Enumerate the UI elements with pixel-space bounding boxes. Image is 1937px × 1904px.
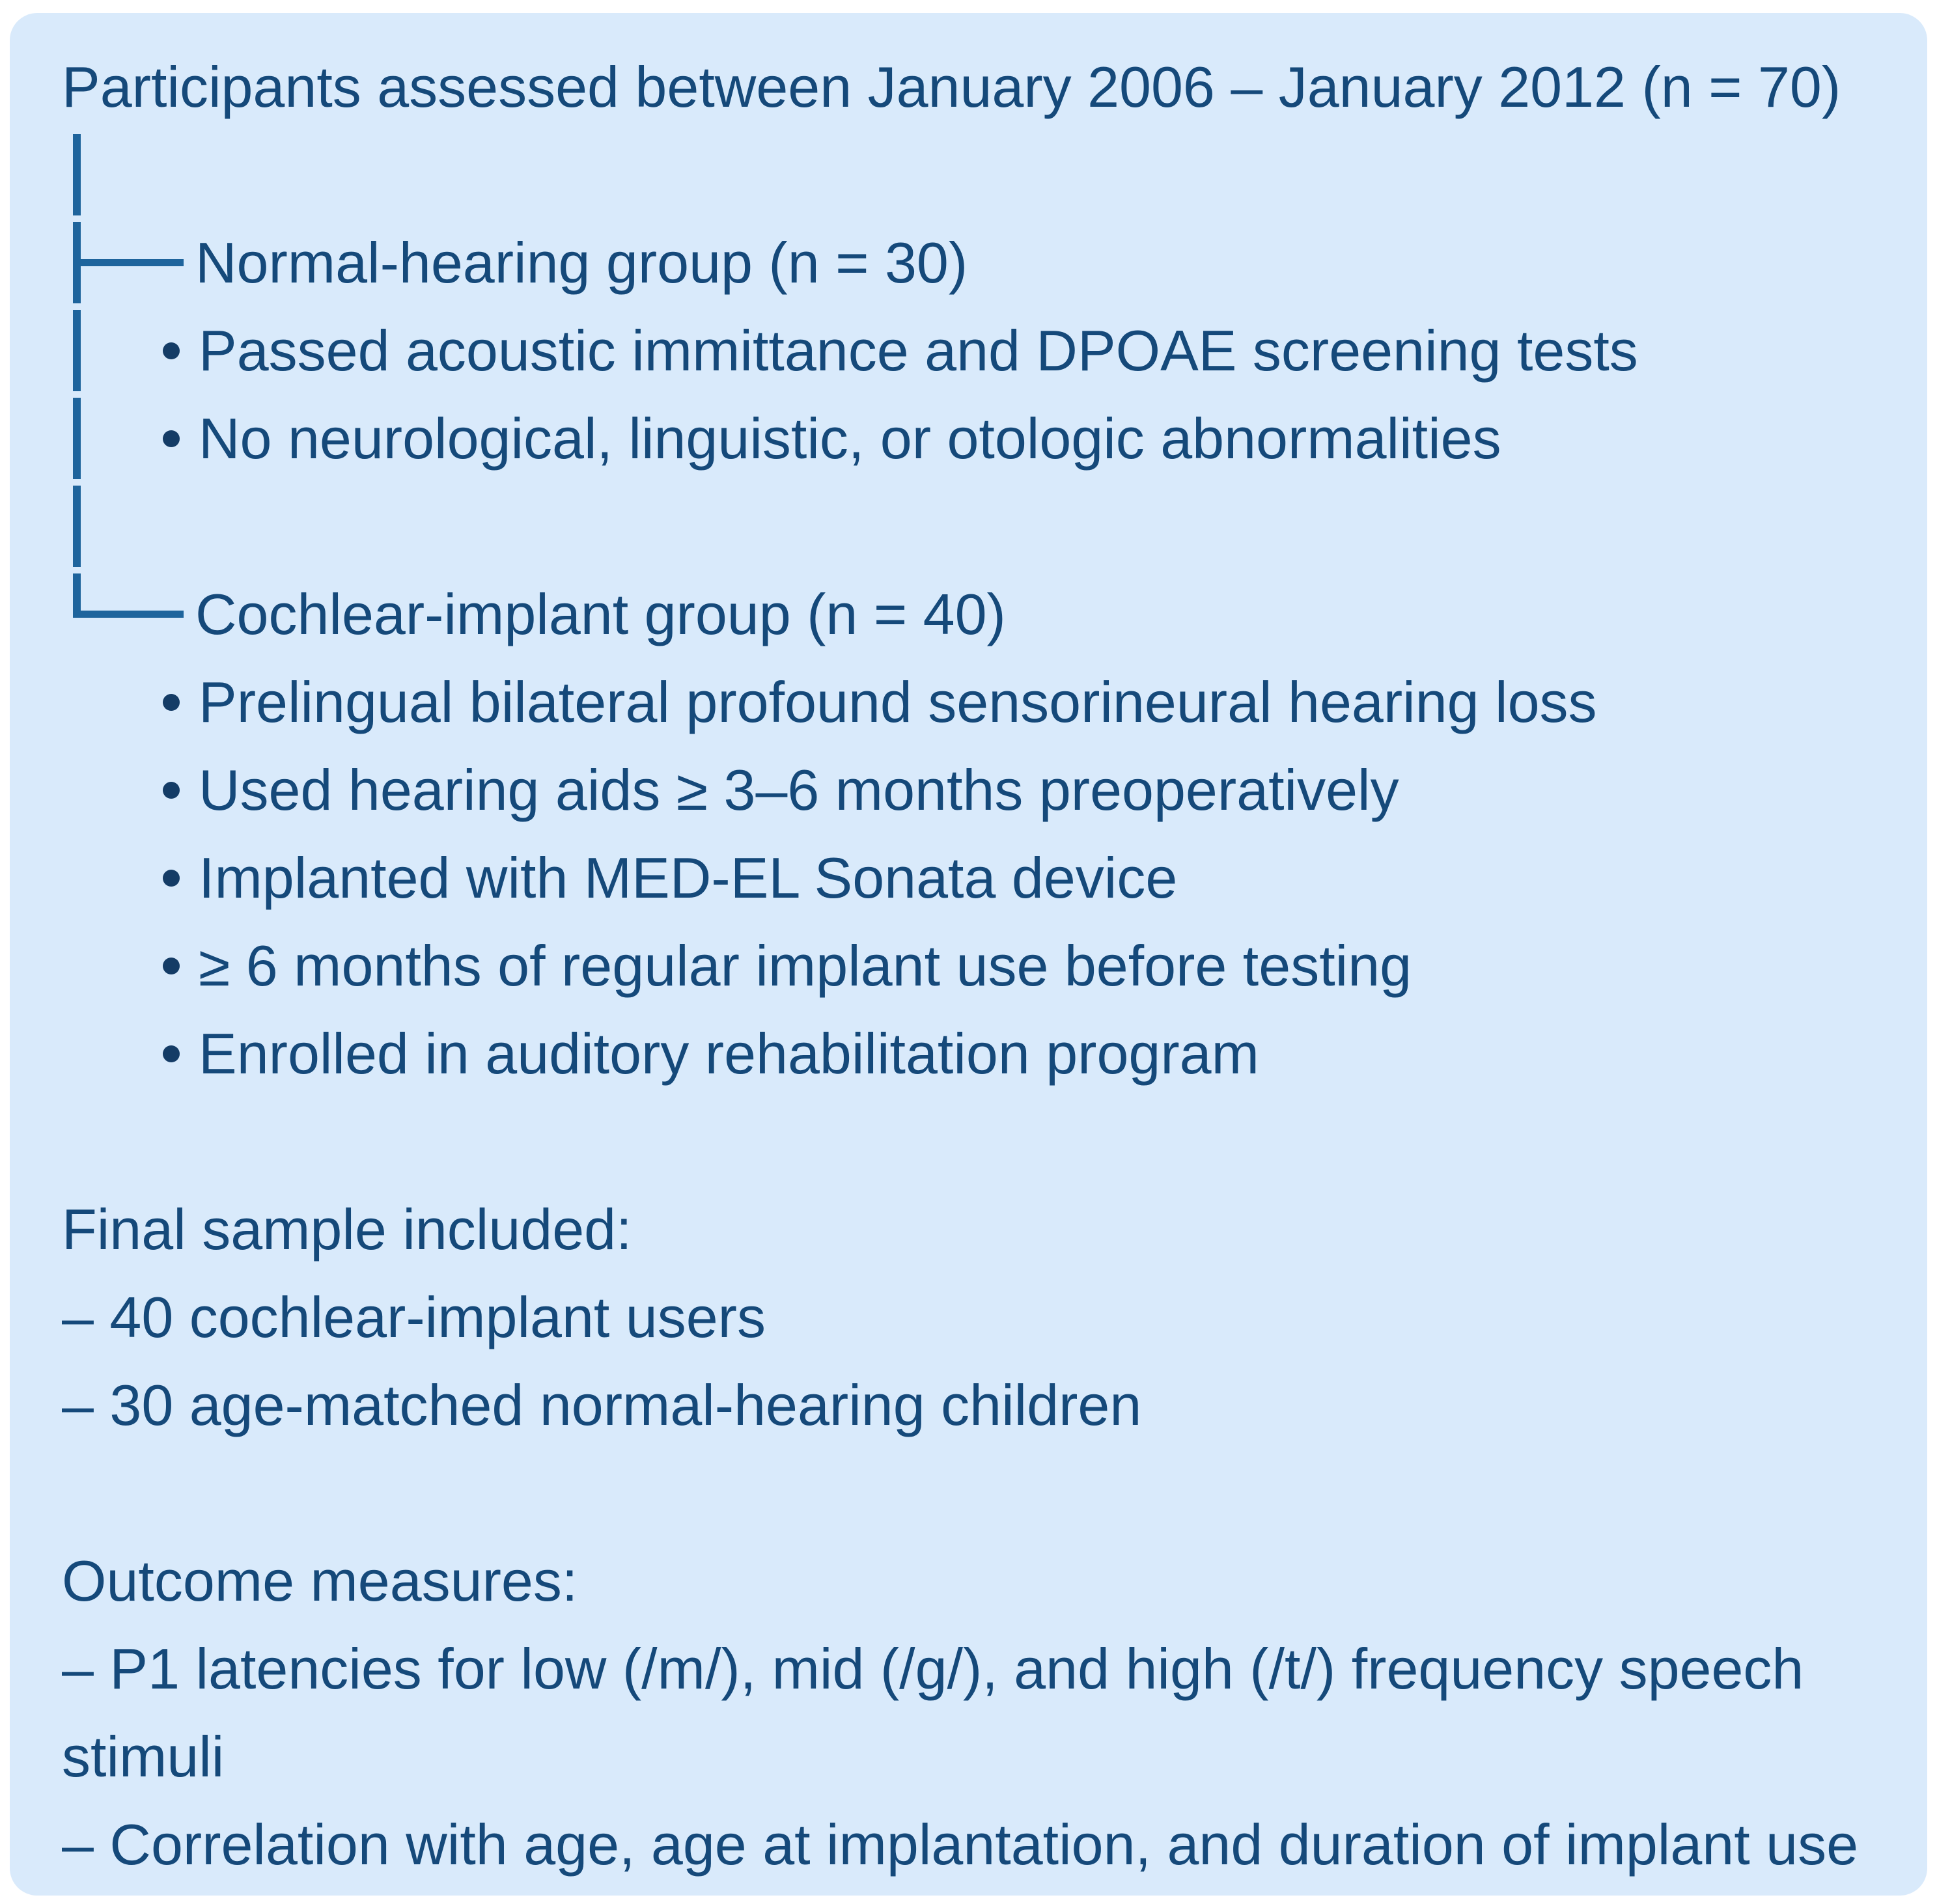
outcome-measure-item: – P1 latencies for low (/m/), mid (/g/),… [62, 1636, 1804, 1789]
bullet-icon [163, 342, 180, 359]
tree-trunk-line [73, 134, 81, 215]
criterion-text: ≥ 6 months of regular implant use before… [199, 933, 1412, 998]
criterion-row: Enrolled in auditory rehabilitation prog… [10, 1010, 1927, 1097]
outcome-measures-heading: Outcome measures: [62, 1549, 578, 1613]
bullet-icon [163, 693, 180, 711]
flow-content: Participants assessed between January 20… [10, 43, 1927, 1888]
flow-title: Participants assessed between January 20… [62, 55, 1841, 119]
criterion-row: Implanted with MED-EL Sonata device [10, 834, 1927, 922]
criterion-text: Enrolled in auditory rehabilitation prog… [199, 1021, 1259, 1086]
final-sample-heading: Final sample included: [62, 1197, 632, 1262]
criterion-row: Prelingual bilateral profound sensorineu… [10, 658, 1927, 746]
final-sample-item: – 40 cochlear-implant users [62, 1285, 766, 1349]
criterion-row: Passed acoustic immittance and DPOAE scr… [10, 307, 1927, 394]
criterion-text: Implanted with MED-EL Sonata device [199, 846, 1178, 910]
tree-trunk-line [73, 398, 81, 479]
bullet-icon [163, 957, 180, 974]
criterion-text: No neurological, linguistic, or otologic… [199, 406, 1501, 471]
tree-elbow-vertical-line [73, 573, 81, 618]
tree-trunk-spacer [10, 131, 1927, 219]
tree-trunk-line [73, 310, 81, 391]
outcome-measure-item: – Correlation with age, age at implantat… [62, 1812, 1859, 1877]
criterion-row: No neurological, linguistic, or otologic… [10, 394, 1927, 482]
section-spacer [10, 1097, 1927, 1185]
group-label-cochlear-implant: Cochlear-implant group (n = 40) [195, 582, 1006, 646]
criterion-text: Prelingual bilateral profound sensorineu… [199, 670, 1597, 734]
criterion-row: ≥ 6 months of regular implant use before… [10, 922, 1927, 1010]
tree-branch-line [73, 259, 184, 266]
criterion-row: Used hearing aids ≥ 3–6 months preoperat… [10, 746, 1927, 834]
criterion-text: Passed acoustic immittance and DPOAE scr… [199, 318, 1638, 383]
group-label-normal-hearing: Normal-hearing group (n = 30) [195, 230, 968, 295]
criterion-text: Used hearing aids ≥ 3–6 months preoperat… [199, 758, 1399, 822]
final-sample-item: – 30 age-matched normal-hearing children [62, 1373, 1142, 1437]
tree-trunk-spacer [10, 482, 1927, 570]
bullet-icon [163, 1045, 180, 1062]
tree-trunk-line [73, 486, 81, 567]
bullet-icon [163, 781, 180, 799]
tree-elbow-line [73, 611, 184, 618]
bullet-icon [163, 430, 180, 447]
bullet-icon [163, 869, 180, 887]
participant-flow-card: Participants assessed between January 20… [10, 13, 1927, 1896]
section-spacer [10, 1449, 1927, 1537]
